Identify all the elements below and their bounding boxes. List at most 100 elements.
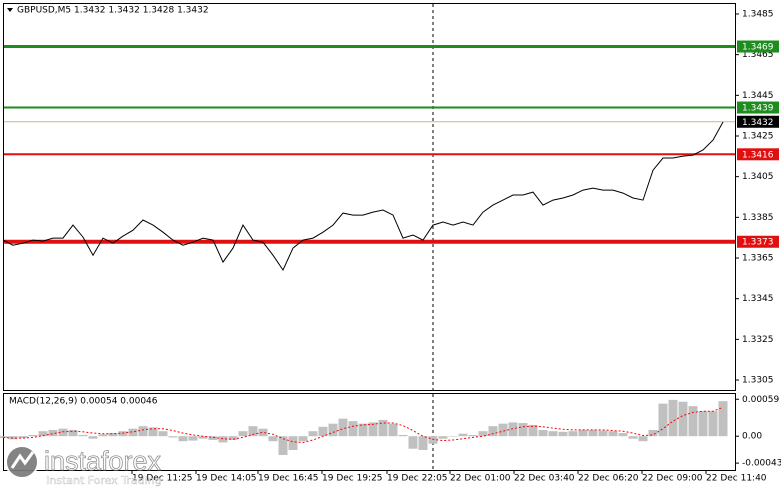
y-tick-label: 1.3365 <box>742 254 774 264</box>
price-line <box>2 121 724 272</box>
macd-bar <box>278 436 288 455</box>
macd-bar <box>538 429 548 437</box>
macd-bar <box>228 436 238 440</box>
macd-bar <box>448 436 458 437</box>
x-tick-label: 19 Dec 11:25 <box>132 474 193 484</box>
y-tick-label: 1.3425 <box>742 131 774 141</box>
chart-title: GBPUSD,M5 1.3432 1.3432 1.3428 1.3432 <box>17 6 209 16</box>
macd-bar <box>628 436 638 439</box>
y-tick-label: 1.3305 <box>742 376 774 386</box>
price-label: 1.3416 <box>742 150 774 160</box>
signal-line <box>2 406 724 444</box>
y-tick-label: 1.3385 <box>742 213 774 223</box>
macd-bar <box>638 436 648 442</box>
macd-bar <box>68 429 78 437</box>
macd-bar <box>658 403 668 437</box>
macd-bar <box>618 433 628 437</box>
logo-icon <box>5 445 39 479</box>
macd-bar <box>8 436 18 440</box>
macd-bar <box>418 436 428 450</box>
macd-bar <box>198 436 208 439</box>
price-panel <box>3 3 736 391</box>
y-tick-label: 1.3325 <box>742 335 774 345</box>
macd-bar <box>548 431 558 437</box>
logo-mark <box>10 451 35 469</box>
price-label: 1.3373 <box>742 238 774 248</box>
macd-bar <box>388 423 398 437</box>
macd-bar <box>248 426 258 437</box>
watermark: instaforex Instant Forex Trading <box>5 445 162 487</box>
y-tick-label: 1.3345 <box>742 294 774 304</box>
macd-bar <box>598 430 608 437</box>
macd-bar <box>48 429 58 437</box>
x-tick-label: 22 Dec 03:40 <box>514 474 575 484</box>
price-label: 1.3439 <box>742 104 774 114</box>
macd-bar <box>298 436 308 442</box>
macd-bar <box>408 436 418 449</box>
price-label: 1.3432 <box>742 118 774 128</box>
macd-bar <box>508 422 518 437</box>
macd-bar <box>178 436 188 442</box>
macd-bar <box>138 426 148 437</box>
macd-bar <box>578 429 588 437</box>
macd-bar <box>268 436 278 442</box>
macd-bar <box>308 431 318 437</box>
macd-bar <box>348 421 358 437</box>
macd-bar <box>58 428 68 437</box>
y-tick-label: 1.3485 <box>742 9 774 19</box>
macd-bar <box>518 423 528 437</box>
x-tick-label: 19 Dec 16:45 <box>258 474 319 484</box>
x-tick-label: 22 Dec 09:00 <box>642 474 703 484</box>
macd-bar <box>88 436 98 439</box>
macd-bar <box>318 426 328 437</box>
x-tick-label: 22 Dec 01:00 <box>450 474 511 484</box>
y-tick-label: 1.3445 <box>742 91 774 101</box>
macd-bar <box>188 436 198 441</box>
y-tick-label: -0.00043 <box>742 459 781 469</box>
x-tick-label: 22 Dec 06:20 <box>578 474 639 484</box>
macd-bar <box>38 431 48 437</box>
macd-bar <box>478 431 488 437</box>
macd-bar <box>368 422 378 437</box>
macd-bar <box>218 436 228 443</box>
macd-bar <box>338 418 348 437</box>
macd-bar <box>568 431 578 437</box>
macd-bar <box>258 428 268 437</box>
y-tick-label: 0.00 <box>742 432 762 442</box>
macd-bar <box>528 424 538 437</box>
macd-title: MACD(12,26,9) 0.00054 0.00046 <box>9 397 158 407</box>
macd-panel <box>3 393 736 471</box>
macd-bar <box>468 434 478 437</box>
macd-bar <box>558 431 568 437</box>
price-label-box <box>737 40 779 53</box>
watermark-brand: instaforex <box>44 446 162 476</box>
macd-bar <box>378 419 388 437</box>
macd-bar <box>688 406 698 437</box>
macd-bar <box>18 436 28 439</box>
macd-bar <box>108 433 118 437</box>
y-tick-label: 0.00059 <box>742 395 779 405</box>
price-label-box <box>737 235 779 248</box>
watermark-tagline: Instant Forex Trading <box>46 474 162 487</box>
macd-bar <box>608 431 618 437</box>
y-tick-label: 1.3465 <box>742 50 774 60</box>
x-tick-label: 19 Dec 19:25 <box>322 474 383 484</box>
macd-bar <box>238 431 248 437</box>
macd-bar <box>488 426 498 437</box>
macd-bar <box>148 427 158 437</box>
macd-bar <box>498 423 508 437</box>
macd-bar <box>718 401 728 437</box>
macd-bar <box>458 433 468 437</box>
macd-bar <box>128 428 138 437</box>
x-tick-label: 19 Dec 14:05 <box>196 474 257 484</box>
macd-bar <box>28 434 38 437</box>
macd-bar <box>698 411 708 437</box>
macd-bar <box>168 436 178 438</box>
menu-arrow <box>7 8 13 12</box>
x-tick-label: 19 Dec 22:05 <box>387 474 448 484</box>
macd-bar <box>288 436 298 450</box>
macd-bar <box>398 434 408 437</box>
macd-bar <box>588 429 598 437</box>
macd-bar <box>118 431 128 437</box>
